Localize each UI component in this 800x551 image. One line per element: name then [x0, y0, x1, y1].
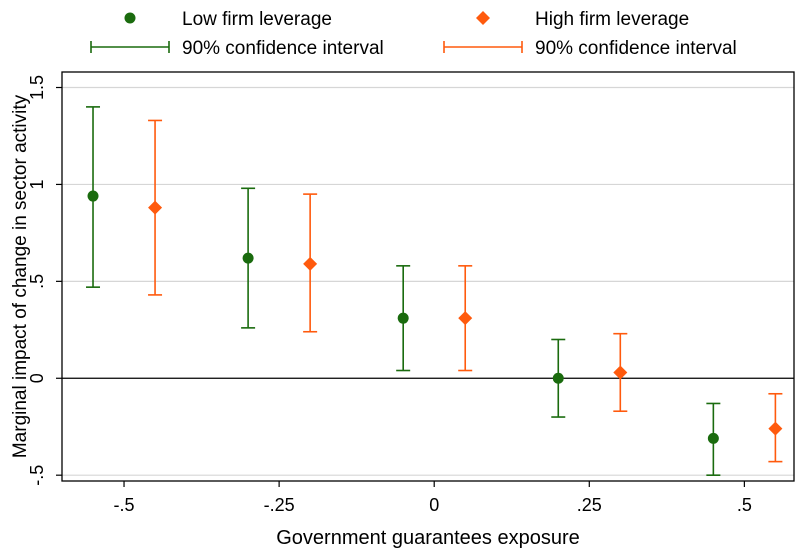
x-axis-label: Government guarantees exposure: [276, 527, 580, 549]
gridlines: [62, 86, 794, 476]
legend-marker-diamond: [476, 11, 490, 25]
y-axis-ticks: -.5 0 .5 1 1.5: [27, 75, 62, 486]
x-tick-label: -.25: [264, 495, 295, 515]
data-point-diamond: [613, 365, 628, 380]
x-tick-label: 0: [429, 495, 439, 515]
data-point-circle: [242, 252, 254, 264]
data-point-circle: [552, 372, 564, 384]
data-point-diamond: [303, 256, 318, 271]
legend-label: 90% confidence interval: [535, 38, 737, 59]
y-tick-label: .5: [27, 274, 47, 289]
data-point-diamond: [768, 421, 783, 436]
data-point-circle: [87, 190, 99, 202]
y-tick-label: 0: [27, 373, 47, 383]
legend: Low firm leverage High firm leverage 90% c…: [90, 9, 737, 59]
y-axis-label: Marginal impact of change in sector acti…: [10, 94, 31, 458]
data-points: [87, 190, 783, 444]
x-tick-label: -.5: [114, 495, 135, 515]
y-tick-label: -.5: [27, 465, 47, 486]
x-tick-label: .25: [577, 495, 602, 515]
data-point-diamond: [458, 311, 473, 326]
data-point-circle: [707, 432, 719, 444]
legend-marker-circle: [124, 12, 136, 24]
data-point-diamond: [148, 200, 163, 215]
legend-label: High firm leverage: [535, 9, 689, 30]
y-tick-label: 1: [27, 179, 47, 189]
x-axis-ticks: -.5 -.25 0 .25 .5: [114, 481, 752, 515]
confidence-intervals: [86, 106, 783, 476]
legend-label: Low firm leverage: [182, 9, 332, 30]
x-tick-label: .5: [737, 495, 752, 515]
y-tick-label: 1.5: [27, 75, 47, 100]
data-point-circle: [397, 312, 409, 324]
legend-label: 90% confidence interval: [182, 38, 384, 59]
plot-area-frame: [61, 71, 795, 482]
